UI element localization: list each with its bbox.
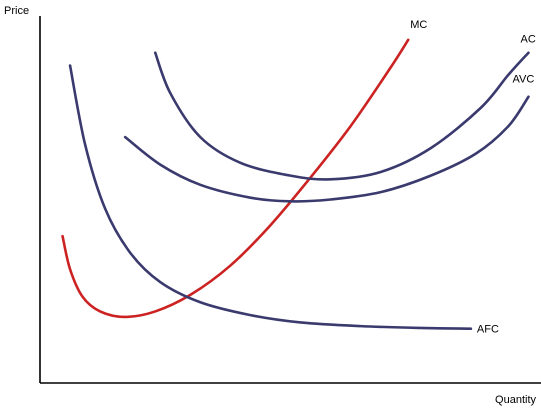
avc-label: AVC xyxy=(513,74,535,86)
x-axis-label: Quantity xyxy=(495,394,536,406)
mc-curve xyxy=(61,38,410,319)
mc-label: MC xyxy=(410,19,427,31)
avc-curve xyxy=(123,95,530,203)
y-axis-label: Price xyxy=(4,5,29,17)
curve-label-layer: MC AC AVC AFC xyxy=(410,19,536,336)
ac-label: AC xyxy=(521,34,536,46)
ac-curve xyxy=(153,51,530,181)
afc-label: AFC xyxy=(477,324,499,336)
afc-curve xyxy=(68,64,473,330)
series-layer xyxy=(61,38,530,330)
